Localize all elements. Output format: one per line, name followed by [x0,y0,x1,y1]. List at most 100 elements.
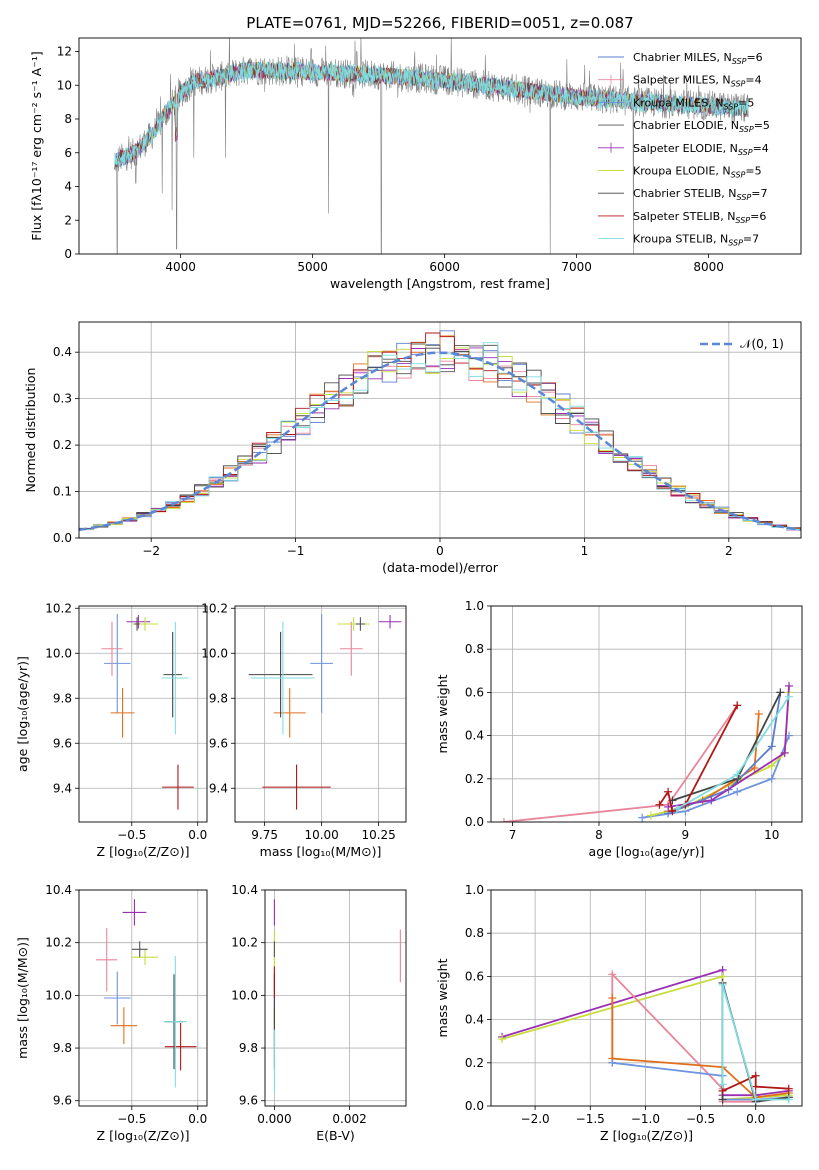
legend-label-tail: =5 [754,119,770,132]
legend-label: Chabrier ELODIE, NSSP=5 [633,119,770,134]
y-axis-label: mass [log₁₀(M/M⊙)] [15,937,30,1059]
y-tick-label: 0 [64,247,72,261]
legend-label-tail: =4 [745,74,761,87]
x-axis-label: wavelength [Angstrom, rest frame] [330,276,550,291]
mass-weight-series-7 [721,984,789,1101]
x-tick-label: 9.75 [251,828,278,842]
legend-label: 𝒩(0, 1) [740,337,784,351]
x-axis-label: age [log₁₀(age/yr)] [589,844,705,859]
legend-label-sub: SSP [735,216,750,225]
x-tick-label: 0.0 [188,1112,207,1126]
plot-area [248,613,402,810]
legend-label-sub: SSP [731,171,746,180]
mass-weight-series-6 [672,691,782,802]
legend-label-tail: =5 [745,165,761,178]
legend-label-tail: =5 [738,96,754,109]
x-axis-label: Z [log₁₀(Z/Z⊙)] [97,1128,190,1143]
y-tick-label: 8 [64,112,72,126]
panel-mass_vs_ebv: 0.000 0.002 9.6 9.8 10.0 10.2 10.4 E(B-V) [231,883,407,1143]
legend-label: Kroupa ELODIE, NSSP=5 [633,165,762,180]
legend-label-text: Salpeter ELODIE, N [633,142,738,155]
figure-title: PLATE=0761, MJD=52266, FIBERID=0051, z=0… [246,14,633,32]
gaussian-curve [79,351,801,532]
legend-label: Chabrier STELIB, NSSP=7 [633,187,767,202]
axes-frame [264,889,407,1107]
y-tick-label: 10.0 [45,988,72,1002]
x-tick-label: −1.5 [576,1112,605,1126]
y-tick-label: 10.2 [231,936,258,950]
x-tick-label: 1 [581,544,589,558]
x-tick-label: 0.0 [188,828,207,842]
y-tick-label: 4 [64,180,72,194]
y-axis-label: Flux [fλ10⁻¹⁷ erg cm⁻² s⁻¹ A⁻¹] [29,51,44,240]
legend-label: Kroupa STELIB, NSSP=7 [633,233,759,248]
x-tick-label: 9 [682,828,690,842]
x-tick-label: −0.5 [117,1112,146,1126]
series-kroupa-stelib [114,59,749,168]
plot-area [273,899,401,1093]
panel-mass_vs_Z: −0.5 0.0 9.6 9.8 10.0 10.2 10.4 Z [log₁₀(Z/Z⊙)]… [15,883,208,1143]
legend-label-text: Salpeter MILES, N [633,74,731,87]
x-axis-label: Z [log₁₀(Z/Z⊙)] [97,844,190,859]
y-tick-label: 6 [64,146,72,160]
y-tick-label: 10.2 [45,601,72,615]
x-tick-label: 10.25 [361,828,395,842]
y-tick-label: 10 [57,78,72,92]
legend-label-text: Kroupa STELIB, N [633,233,728,246]
panel-spectrum: 4000 5000 6000 7000 8000 0 2 4 6 8 10 12 wavelength … [29,37,802,291]
panel-massweight_vs_Z: −2.0 −1.5 −1.0 −0.5 0.0 0.0 0.2 0.4 0.6 0.8 1.0 Z [… [435,883,803,1143]
mass-weight-series-6 [722,1074,789,1092]
axes-frame [234,605,407,823]
plot-area [499,681,794,822]
y-tick-label: 10.2 [201,601,228,615]
legend-label-tail: =4 [753,142,769,155]
y-tick-label: 0.4 [53,345,72,359]
x-tick-label: 0.0 [746,1112,765,1126]
mass-weight-series-4 [667,692,782,815]
x-axis-label: mass [log₁₀(M/M⊙)] [260,844,382,859]
x-tick-label: −1.0 [631,1112,660,1126]
x-tick-label: 6000 [429,260,460,274]
y-tick-label: 10.0 [201,646,228,660]
y-tick-label: 0.1 [53,485,72,499]
y-axis-label: mass weight [435,674,450,753]
y-tick-label: 9.8 [53,691,72,705]
x-tick-label: 7000 [561,260,592,274]
x-tick-label: −2.0 [521,1112,550,1126]
y-tick-label: 0.0 [465,1099,484,1113]
y-tick-label: 9.6 [53,736,72,750]
x-tick-label: 0 [436,544,444,558]
legend-label-tail: =6 [746,51,762,64]
axes-frame [490,605,803,823]
x-tick-label: −0.5 [117,828,146,842]
y-tick-label: 10.0 [231,988,258,1002]
y-tick-label: 10.4 [231,883,258,897]
mass-weight-series-2 [650,692,790,817]
y-tick-label: 10.0 [45,646,72,660]
y-tick-label: 0.3 [53,392,72,406]
plot-area [101,613,194,810]
axes-frame [78,605,208,823]
x-axis-label: (data-model)/error [382,560,499,575]
y-tick-label: 9.6 [239,1094,258,1108]
legend-label-text: Chabrier ELODIE, N [633,119,739,132]
x-tick-label: −2 [142,544,160,558]
legend-label-sub: SSP [731,80,746,89]
x-axis-label: Z [log₁₀(Z/Z⊙)] [600,1128,693,1143]
series-model-8 [114,62,749,166]
histogram-series-8 [79,342,801,530]
y-tick-label: 9.8 [239,1041,258,1055]
y-tick-label: 0.2 [53,438,72,452]
legend-label-text: Kroupa ELODIE, N [633,165,731,178]
y-tick-label: 0.0 [53,531,72,545]
legend-label-text: Chabrier STELIB, N [633,187,737,200]
legend-label-tail: =6 [750,210,766,223]
plot-area [96,899,197,1088]
legend-label-sub: SSP [738,148,753,157]
y-tick-label: 1.0 [465,883,484,897]
y-tick-label: 0.6 [465,685,484,699]
y-tick-label: 9.4 [209,781,228,795]
y-tick-label: 1.0 [465,599,484,613]
panel-massweight_vs_age: 7 8 9 10 0.0 0.2 0.4 0.6 0.8 1.0 age [log₁₀(age/yr… [435,599,803,859]
